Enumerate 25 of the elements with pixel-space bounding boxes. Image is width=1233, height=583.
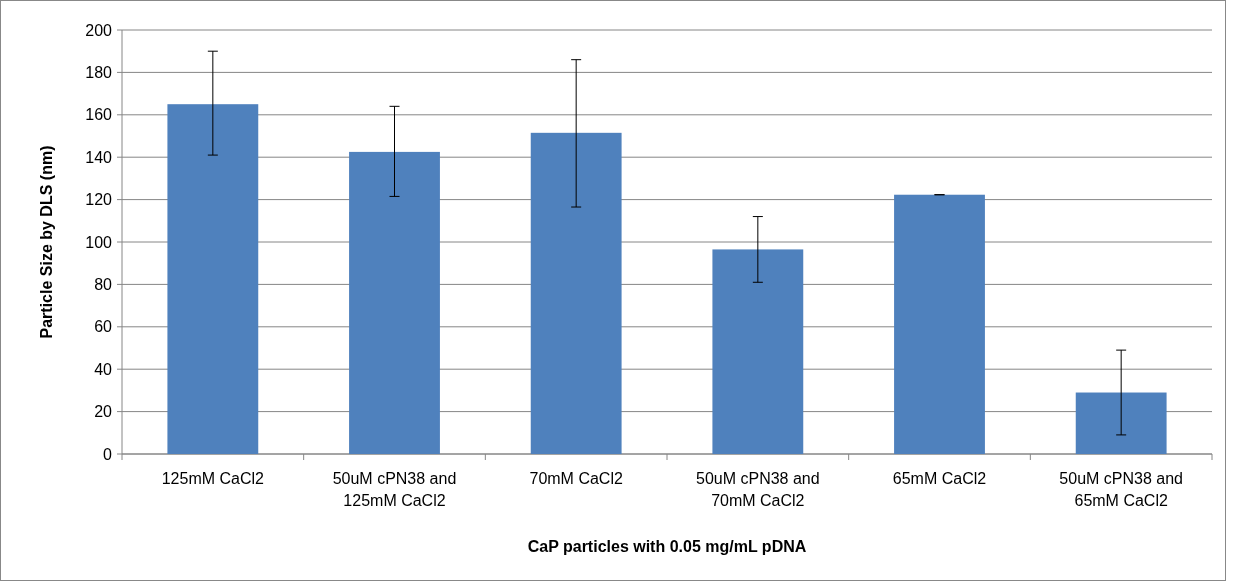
y-tick-label: 180: [85, 64, 113, 81]
y-tick-label: 40: [94, 360, 113, 378]
x-tick-label: 50uM cPN38 and 125mM CaCl2: [332, 470, 457, 509]
bar: [349, 151, 440, 454]
y-tick-label: 140: [85, 148, 113, 166]
x-tick-label: 50uM cPN38 and 70mM CaCl2: [696, 470, 820, 509]
x-tick-label: 65mM CaCl2: [892, 470, 987, 487]
y-tick-label: 100: [85, 233, 113, 251]
y-tick-label: 80: [94, 276, 113, 293]
y-tick-label: 0: [103, 445, 113, 463]
y-tick-label: 200: [85, 21, 113, 39]
y-tick-label: 160: [85, 106, 113, 124]
x-axis-title: CaP particles with 0.05 mg/mL pDNA: [527, 538, 807, 555]
y-axis-title: Particle Size by DLS (nm): [38, 145, 55, 339]
y-tick-label: 20: [94, 403, 113, 421]
x-tick-label: 50uM cPN38 and 65mM CaCl2: [1059, 470, 1183, 509]
x-tick-label: 125mM CaCl2: [161, 470, 265, 487]
bar: [712, 249, 804, 454]
bar: [1075, 392, 1167, 454]
y-tick-label: 120: [85, 191, 113, 209]
y-tick-label: 60: [94, 318, 113, 336]
bar: [894, 194, 985, 454]
bar: [530, 132, 622, 454]
x-tick-label: 70mM CaCl2: [529, 470, 623, 487]
bar: [167, 104, 259, 454]
